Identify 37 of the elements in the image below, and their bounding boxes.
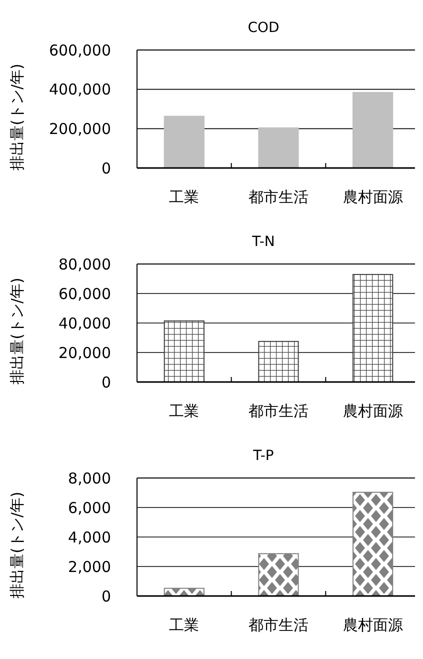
- bar: [258, 127, 299, 168]
- y-tick-label: 0: [101, 159, 111, 178]
- y-tick-label: 6,000: [68, 498, 111, 517]
- x-tick-label: 農村面源: [342, 402, 403, 420]
- y-tick-label: 2,000: [68, 558, 111, 576]
- bar: [352, 492, 394, 596]
- chart-title: T-P: [252, 448, 274, 464]
- y-tick-label: 0: [101, 373, 111, 392]
- y-tick-label: 400,000: [48, 80, 111, 99]
- y-tick-label: 60,000: [58, 284, 111, 303]
- y-tick-label: 200,000: [48, 120, 111, 138]
- y-tick-label: 40,000: [58, 314, 111, 332]
- bar: [164, 320, 204, 382]
- x-tick-label: 農村面源: [342, 188, 403, 206]
- chart-title: COD: [248, 20, 280, 36]
- bar: [258, 340, 299, 382]
- y-axis-title: 排出量(トン/年): [8, 278, 26, 384]
- bar: [352, 92, 394, 168]
- y-tick-label: 600,000: [48, 41, 111, 60]
- bar: [164, 116, 204, 168]
- bar: [258, 553, 299, 596]
- y-axis-title: 排出量(トン/年): [8, 64, 26, 170]
- x-tick-label: 工業: [169, 188, 200, 206]
- x-tick-label: 工業: [169, 616, 200, 634]
- x-tick-label: 農村面源: [342, 616, 403, 634]
- x-tick-label: 工業: [169, 402, 200, 420]
- y-tick-label: 4,000: [68, 528, 111, 546]
- y-tick-label: 80,000: [58, 255, 111, 274]
- bar: [352, 274, 394, 382]
- chart-title: T-N: [251, 234, 275, 250]
- x-tick-label: 都市生活: [248, 616, 308, 634]
- x-tick-label: 都市生活: [248, 402, 308, 420]
- y-tick-label: 20,000: [58, 344, 111, 362]
- y-axis-title: 排出量(トン/年): [8, 492, 26, 598]
- y-tick-label: 8,000: [68, 469, 111, 488]
- y-tick-label: 0: [101, 587, 111, 606]
- x-tick-label: 都市生活: [248, 188, 308, 206]
